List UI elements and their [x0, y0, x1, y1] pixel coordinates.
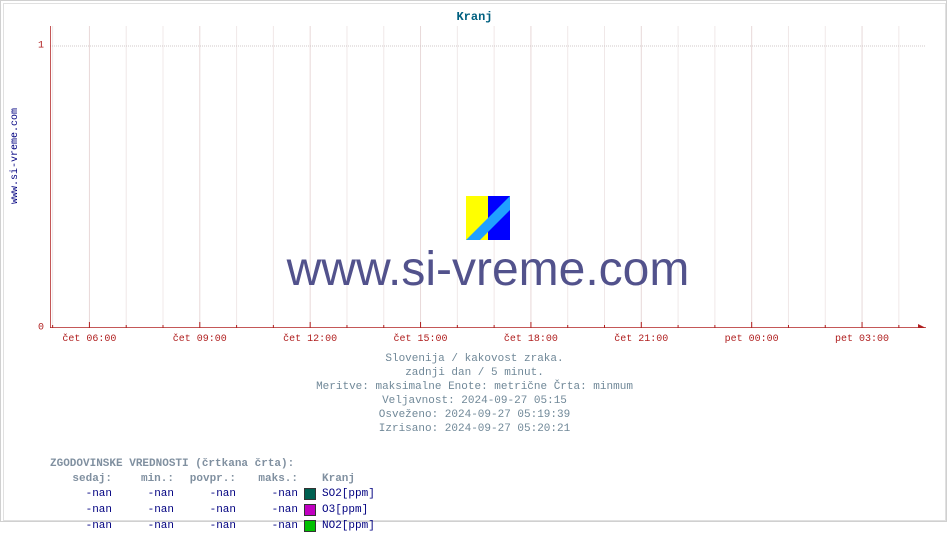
xtick-label: čet 06:00: [62, 334, 116, 345]
col-min: min.:: [114, 473, 174, 486]
legend-value: -nan: [238, 504, 298, 518]
legend-value: -nan: [238, 488, 298, 502]
legend-site: Kranj: [322, 473, 375, 486]
meta-line5: Osveženo: 2024-09-27 05:19:39: [4, 408, 945, 422]
metadata-block: Slovenija / kakovost zraka. zadnji dan /…: [4, 352, 945, 436]
chart-title: Kranj: [4, 10, 945, 24]
legend-row: -nan-nan-nan-nanSO2[ppm]: [52, 488, 375, 502]
col-povpr: povpr.:: [176, 473, 236, 486]
legend-table: ZGODOVINSKE VREDNOSTI (črtkana črta): se…: [50, 458, 377, 536]
xtick-label: čet 09:00: [173, 334, 227, 345]
col-sedaj: sedaj:: [52, 473, 112, 486]
xtick-label: čet 12:00: [283, 334, 337, 345]
meta-line1: Slovenija / kakovost zraka.: [4, 352, 945, 366]
legend-swatch-icon: [304, 488, 316, 500]
xtick-label: pet 00:00: [725, 334, 779, 345]
legend-value: -nan: [52, 488, 112, 502]
meta-line6: Izrisano: 2024-09-27 05:20:21: [4, 422, 945, 436]
xtick-label: čet 21:00: [614, 334, 668, 345]
x-tick-labels: čet 06:00 čet 09:00 čet 12:00 čet 15:00 čet …: [50, 334, 926, 348]
xtick-label: čet 15:00: [394, 334, 448, 345]
legend-value: -nan: [114, 504, 174, 518]
plot-area: www.si-vreme.com: [50, 26, 926, 328]
xtick-label: pet 03:00: [835, 334, 889, 345]
col-maks: maks.:: [238, 473, 298, 486]
watermark-text: www.si-vreme.com: [50, 242, 926, 297]
y-tick-labels: 0 1: [4, 26, 48, 328]
x-axis-arrow: [918, 324, 926, 328]
legend-swatch-icon: [304, 504, 316, 516]
legend-swatch-cell: [300, 504, 320, 518]
legend-value: -nan: [114, 488, 174, 502]
legend-value: -nan: [52, 504, 112, 518]
legend-col-headers: sedaj: min.: povpr.: maks.: Kranj: [52, 473, 375, 486]
chart-container: www.si-vreme.com Kranj www.si-vreme.com …: [3, 3, 946, 521]
legend-value: -nan: [176, 488, 236, 502]
meta-line4: Veljavnost: 2024-09-27 05:15: [4, 394, 945, 408]
legend-row: -nan-nan-nan-nanO3[ppm]: [52, 504, 375, 518]
legend-value: -nan: [176, 504, 236, 518]
legend-swatch-cell: [300, 488, 320, 502]
meta-line2: zadnji dan / 5 minut.: [4, 366, 945, 380]
legend-series-name: SO2[ppm]: [322, 488, 375, 502]
legend-series-name: O3[ppm]: [322, 504, 375, 518]
legend-header: ZGODOVINSKE VREDNOSTI (črtkana črta):: [50, 458, 377, 471]
watermark-logo: [466, 196, 510, 240]
meta-line3: Meritve: maksimalne Enote: metrične Črta…: [4, 380, 945, 394]
xtick-label: čet 18:00: [504, 334, 558, 345]
ytick-0: 0: [38, 323, 44, 334]
ytick-1: 1: [38, 41, 44, 52]
